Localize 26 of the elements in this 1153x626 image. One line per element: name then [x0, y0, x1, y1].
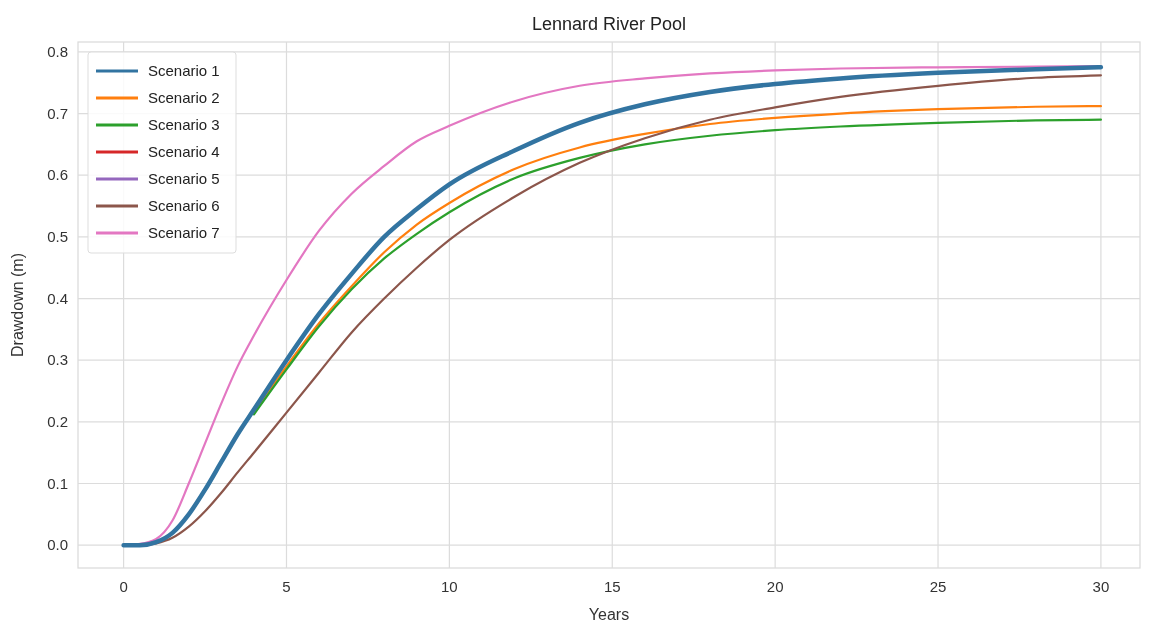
- y-tick-label: 0.0: [47, 536, 68, 554]
- y-tick-label: 0.7: [47, 104, 68, 122]
- y-tick-label: 0.2: [47, 412, 68, 430]
- legend-label: Scenario 6: [148, 197, 220, 214]
- chart-title: Lennard River Pool: [531, 14, 687, 34]
- x-tick-label: 20: [766, 578, 784, 595]
- y-tick-label: 0.5: [47, 227, 68, 245]
- y-tick-label: 0.8: [47, 42, 68, 60]
- legend-label: Scenario 4: [148, 143, 220, 160]
- y-tick-label: 0.4: [47, 289, 68, 307]
- x-axis-title: Years: [588, 606, 630, 623]
- legend-label: Scenario 7: [148, 224, 220, 241]
- x-tick-label: 25: [929, 578, 947, 595]
- y-tick-label: 0.6: [47, 166, 68, 184]
- y-axis-title: Drawdown (m): [9, 252, 26, 358]
- x-tick-label: 5: [282, 578, 291, 595]
- x-tick-label: 15: [603, 578, 621, 595]
- legend-label: Scenario 5: [148, 170, 220, 187]
- x-tick-label: 30: [1092, 578, 1110, 595]
- y-tick-label: 0.3: [47, 351, 68, 369]
- legend-label: Scenario 1: [148, 62, 220, 79]
- x-tick-label: 0: [119, 578, 128, 595]
- x-tick-label: 10: [441, 578, 458, 595]
- legend-label: Scenario 2: [148, 89, 220, 106]
- legend-label: Scenario 3: [148, 116, 220, 133]
- y-tick-label: 0.1: [47, 474, 68, 492]
